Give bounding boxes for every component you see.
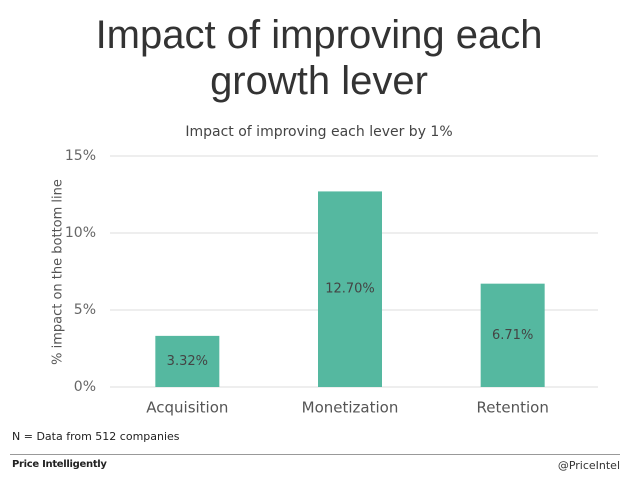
value-label: 12.70% xyxy=(325,282,375,297)
bar xyxy=(155,335,220,387)
x-tick-label: Acquisition xyxy=(146,399,228,417)
brand: Price Intelligently xyxy=(12,459,107,470)
footer-rule xyxy=(10,454,620,455)
footnote: N = Data from 512 companies xyxy=(12,430,180,443)
slide-title: Impact of improving each growth lever xyxy=(95,13,543,103)
y-axis-label: % impact on the bottom line xyxy=(51,179,66,365)
y-tick-label: 5% xyxy=(74,302,96,318)
x-tick-label: Retention xyxy=(477,399,549,417)
x-tick-label: Monetization xyxy=(302,399,399,417)
bar xyxy=(480,283,545,387)
y-tick-label: 0% xyxy=(74,379,96,395)
chart-title: Impact of improving each lever by 1% xyxy=(185,124,452,140)
y-tick-label: 15% xyxy=(65,148,96,164)
value-label: 6.71% xyxy=(492,328,533,343)
handle: @PriceIntel xyxy=(557,459,620,472)
y-tick-label: 10% xyxy=(65,225,96,241)
value-label: 3.32% xyxy=(167,354,208,369)
bar xyxy=(318,191,382,387)
